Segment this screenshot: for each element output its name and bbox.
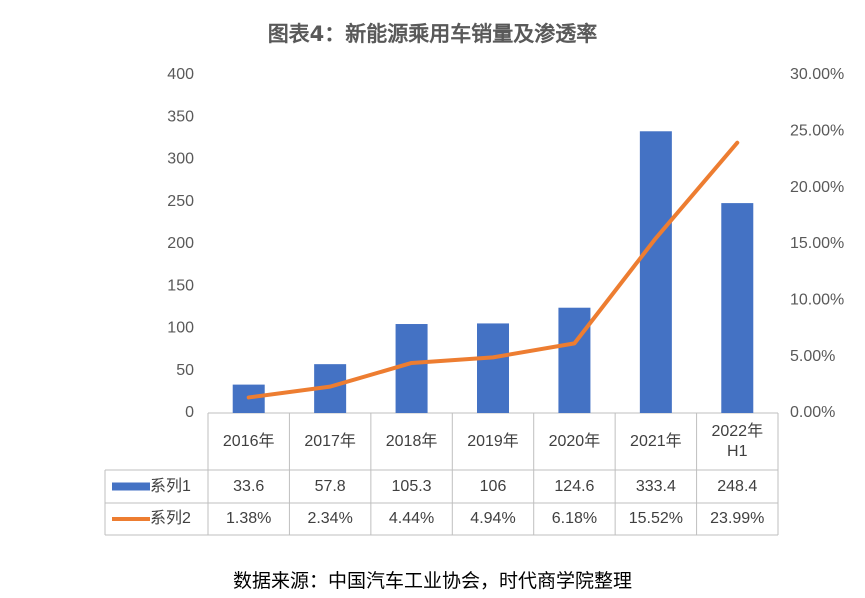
table-value: 4.44% — [388, 510, 435, 527]
table-value: 1.38% — [226, 510, 272, 527]
y-tick-label: 400 — [167, 66, 194, 83]
bar — [395, 324, 428, 413]
table-value: 6.18% — [551, 510, 598, 527]
table-value: 33.6 — [233, 477, 265, 495]
line-series — [246, 140, 740, 400]
chart-title: 图表4：新能源乘用车销量及渗透率 — [267, 22, 598, 46]
y2-tick-label: 10.00% — [790, 292, 844, 309]
table-value: 333.4 — [635, 477, 676, 495]
y-tick-label: 150 — [167, 277, 194, 294]
source-note: 数据来源：中国汽车工业协会，时代商学院整理 — [232, 570, 632, 592]
table-value: 23.99% — [710, 510, 765, 527]
y2-tick-label: 30.00% — [790, 66, 844, 83]
table-value: 2.34% — [307, 510, 353, 527]
x-tick-label: 2017年 — [304, 432, 356, 450]
x-tick-label: 2020年 — [548, 432, 601, 450]
legend-label: 系列1 — [150, 477, 191, 495]
y-tick-label: 300 — [167, 151, 194, 168]
bar — [477, 323, 509, 413]
y2-tick-label: 20.00% — [790, 179, 844, 196]
y2-tick-label: 25.00% — [790, 123, 844, 140]
table-value: 105.3 — [391, 477, 432, 495]
x-tick-label: 2018年 — [385, 432, 438, 450]
x-tick-label: 2021年 — [630, 432, 682, 450]
table-value: 124.6 — [554, 477, 595, 495]
x-tick-label: 2022年 H1 — [711, 422, 764, 460]
bar — [639, 131, 672, 414]
y2-tick-label: 5.00% — [790, 348, 835, 365]
legend-key — [112, 482, 150, 491]
x-tick-label: 2016年 — [222, 432, 275, 450]
table-value: 106 — [479, 477, 507, 495]
bar — [721, 203, 754, 413]
x-tick-label: 2019年 — [467, 432, 519, 450]
y-tick-label: 350 — [167, 108, 194, 125]
table-value: 57.8 — [314, 477, 346, 495]
y-tick-label: 250 — [167, 193, 194, 210]
bar — [558, 307, 591, 413]
legend-label: 系列2 — [150, 510, 191, 527]
y-tick-label: 50 — [176, 362, 194, 379]
table-value: 15.52% — [628, 510, 683, 527]
y-tick-label: 100 — [167, 320, 194, 337]
y-tick-label: 0 — [185, 404, 194, 421]
y2-tick-label: 0.00% — [790, 404, 835, 421]
y-tick-label: 200 — [167, 235, 194, 252]
table-value: 248.4 — [717, 477, 758, 495]
table-value: 4.94% — [470, 510, 516, 527]
y2-tick-label: 15.00% — [790, 235, 844, 252]
